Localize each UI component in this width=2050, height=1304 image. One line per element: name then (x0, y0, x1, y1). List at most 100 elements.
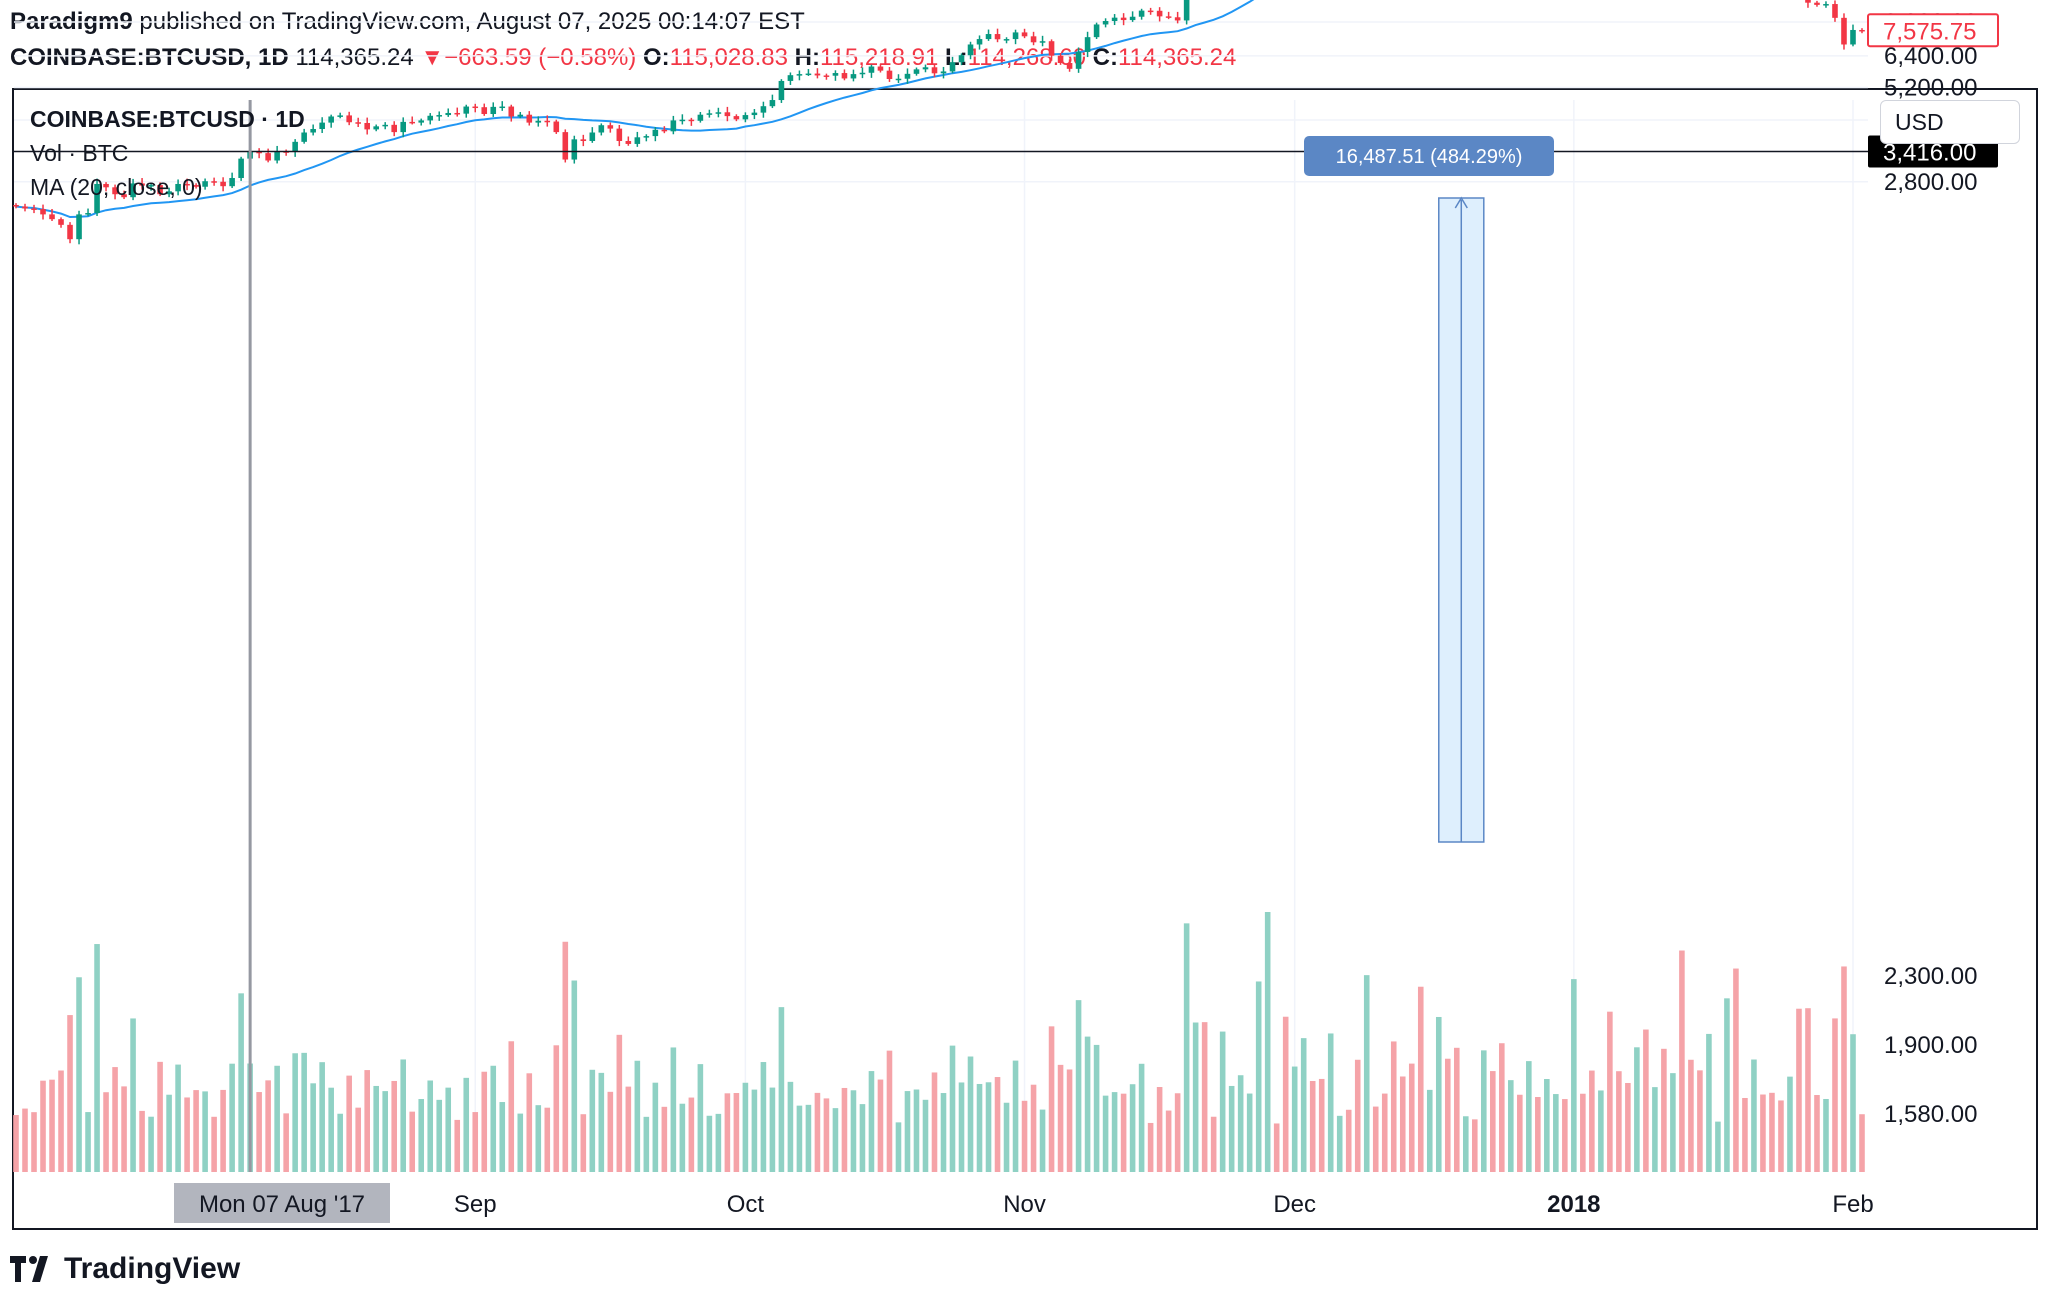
candle-body (850, 74, 857, 79)
candle-body (202, 181, 208, 187)
volume-bar (301, 1052, 307, 1172)
volume-bar (346, 1075, 352, 1172)
volume-bar (148, 1116, 154, 1172)
volume-bar (1634, 1047, 1640, 1172)
candle-body (58, 219, 64, 225)
volume-bar (22, 1108, 28, 1172)
volume-bar (1832, 1018, 1838, 1172)
candle-body (13, 204, 19, 207)
candle-body (562, 132, 569, 160)
volume-bar (1300, 1038, 1307, 1172)
volume-bar (463, 1077, 470, 1172)
candle-body (1021, 32, 1028, 37)
candle-body (1012, 32, 1019, 40)
candle-body (157, 185, 163, 195)
candle-body (724, 112, 731, 117)
measure-label: 16,487.51 (484.29%) (1336, 146, 1523, 168)
volume-bar (418, 1099, 425, 1172)
legend-ma[interactable]: MA (20, close, 0) (30, 174, 203, 200)
candle-body (535, 120, 542, 123)
y-tick-label: 5,200.00 (1884, 75, 1977, 102)
volume-bar (157, 1061, 163, 1172)
x-tick-label: Feb (1832, 1191, 1873, 1218)
volume-bar (427, 1080, 434, 1172)
volume-bar (85, 1112, 91, 1172)
candle-body (985, 34, 992, 40)
candle-body (1102, 21, 1109, 25)
measure-badge (1304, 136, 1554, 176)
volume-bar (166, 1094, 172, 1172)
volume-bar (40, 1080, 46, 1172)
volume-bar (1102, 1095, 1109, 1172)
volume-bar (805, 1104, 812, 1172)
volume-bar (1490, 1071, 1496, 1172)
volume-bar (1661, 1048, 1667, 1172)
legend-volume[interactable]: Vol · BTC (30, 140, 129, 166)
candle-body (787, 75, 794, 81)
open-value: 115,028.83 (669, 44, 788, 71)
volume-bar (445, 1087, 452, 1172)
candle-body (859, 72, 866, 75)
candle-body (1823, 4, 1829, 6)
candle-body (139, 183, 145, 186)
volume-bar (1246, 1093, 1253, 1172)
candle-body (715, 112, 722, 114)
candle-body (382, 124, 388, 127)
volume-bar (1814, 1095, 1820, 1172)
candle-body (445, 112, 452, 116)
volume-bar (1309, 1081, 1316, 1172)
volume-bar (1255, 981, 1262, 1172)
volume-bar (202, 1091, 208, 1172)
price-change: −663.59 (−0.58%) (444, 44, 637, 71)
candle-body (625, 140, 632, 144)
candle-body (1048, 41, 1055, 56)
volume-bar (1129, 1084, 1136, 1172)
volume-bar (229, 1063, 235, 1172)
currency-button[interactable]: USD (1880, 100, 2020, 144)
volume-bar (1607, 1011, 1613, 1172)
volume-bar (517, 1113, 524, 1172)
volume-bar (454, 1119, 461, 1172)
volume-bar (733, 1093, 740, 1172)
volume-bar (1228, 1085, 1235, 1172)
volume-bar (1084, 1036, 1091, 1172)
volume-bar (1237, 1075, 1244, 1172)
volume-bar (139, 1110, 145, 1172)
volume-bar (1580, 1093, 1586, 1172)
volume-bar (1787, 1076, 1793, 1172)
candle-body (814, 73, 821, 76)
volume-bar (616, 1034, 623, 1172)
volume-bar (1336, 1115, 1343, 1172)
candle-body (1111, 17, 1118, 22)
tradingview-logo-icon (10, 1256, 48, 1282)
last-price-badge (1867, 13, 1999, 48)
close-value: 114,365.24 (1117, 44, 1237, 71)
volume-bar (895, 1122, 902, 1172)
candle-body (166, 191, 172, 195)
candle-body (184, 183, 190, 186)
candle-body (121, 194, 127, 198)
volume-bar (1183, 923, 1190, 1172)
volume-bar (634, 1060, 641, 1172)
candle-body (220, 181, 226, 187)
volume-bar (355, 1107, 361, 1172)
volume-bar (238, 993, 244, 1172)
candle-body (274, 151, 280, 161)
candle-body (913, 69, 920, 74)
candle-body (436, 115, 443, 117)
volume-bar (994, 1077, 1001, 1172)
candle-body (742, 115, 749, 120)
volume-bar (1201, 1022, 1208, 1172)
legend-symbol[interactable]: COINBASE:BTCUSD · 1D (30, 106, 305, 132)
footer-brand[interactable]: TradingView (10, 1252, 240, 1286)
volume-bar (679, 1103, 686, 1172)
candle-body (463, 106, 470, 114)
volume-bar (643, 1116, 650, 1172)
volume-bar (571, 980, 578, 1172)
candle-body (661, 129, 668, 132)
volume-bar (1048, 1026, 1055, 1172)
volume-bar (1481, 1050, 1487, 1172)
y-tick-label: 2,300.00 (1884, 963, 1977, 990)
volume-bar (850, 1090, 857, 1172)
